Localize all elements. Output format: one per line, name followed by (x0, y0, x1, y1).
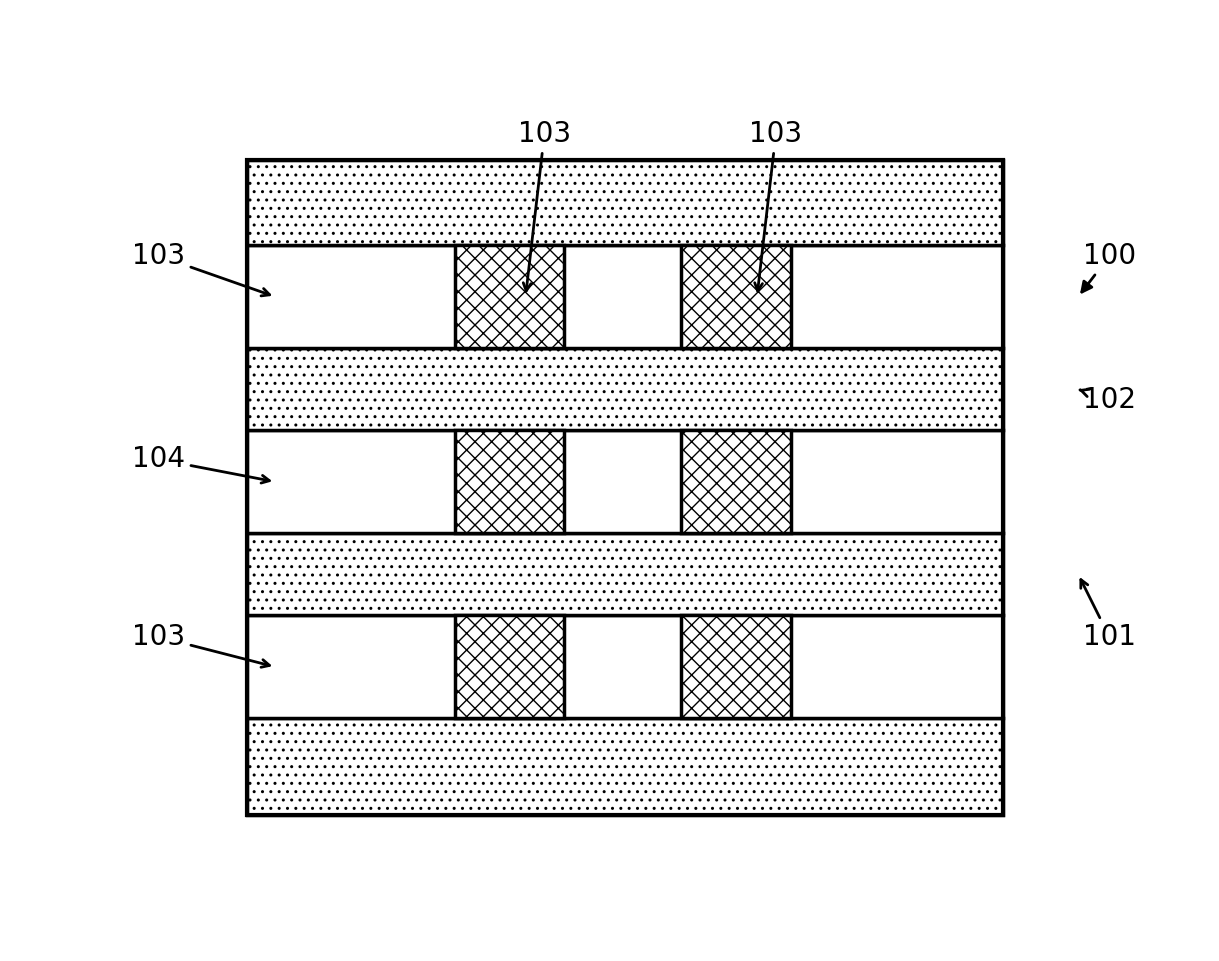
Bar (247, 348, 1003, 431)
Bar (681, 245, 791, 348)
Text: 100: 100 (1081, 242, 1136, 292)
Bar (247, 160, 1003, 245)
Bar (247, 160, 1003, 815)
Text: 104: 104 (133, 445, 269, 483)
Text: 102: 102 (1080, 386, 1136, 414)
Bar (455, 245, 564, 348)
Text: 103: 103 (133, 242, 269, 296)
Bar (247, 533, 1003, 615)
Bar (247, 431, 1003, 533)
Bar (455, 431, 564, 533)
Bar (247, 615, 1003, 719)
Bar (247, 245, 1003, 348)
Text: 103: 103 (133, 623, 269, 667)
Text: 103: 103 (750, 120, 802, 291)
Bar (681, 615, 791, 719)
Text: 103: 103 (518, 120, 570, 291)
Bar (455, 615, 564, 719)
Bar (681, 431, 791, 533)
Bar (247, 719, 1003, 815)
Text: 101: 101 (1081, 579, 1136, 651)
